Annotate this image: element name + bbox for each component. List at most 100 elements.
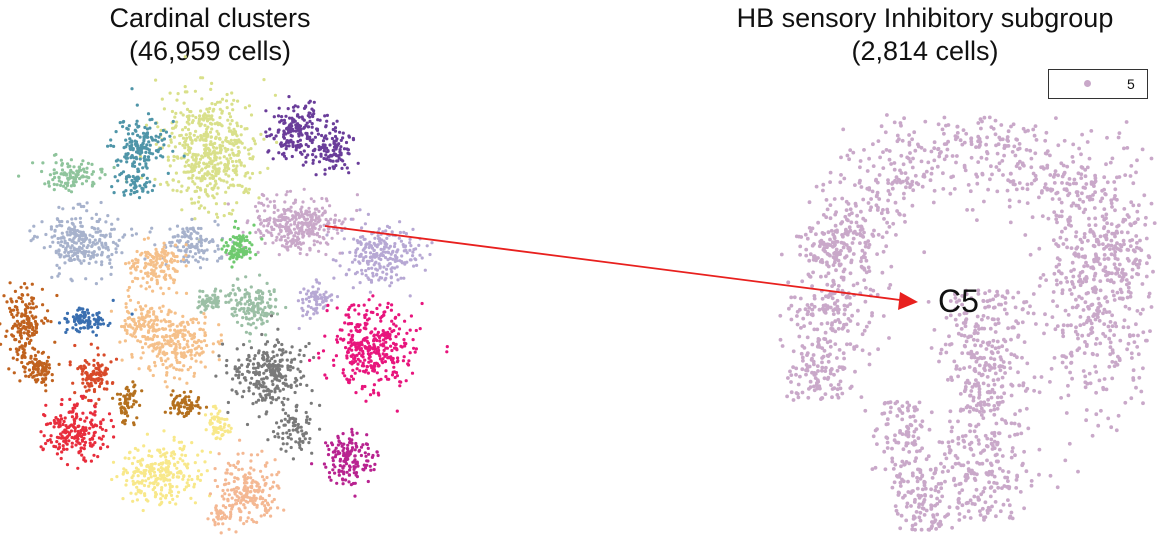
cluster-point <box>297 326 301 331</box>
cluster-point <box>306 213 310 217</box>
cluster-point <box>206 125 210 129</box>
cluster-point <box>238 308 242 312</box>
cluster-point <box>163 483 167 487</box>
cluster-point <box>256 361 260 365</box>
cluster-point <box>265 340 270 344</box>
cluster-point <box>312 243 316 247</box>
cluster-point <box>30 161 35 165</box>
cluster-point <box>146 274 150 278</box>
cluster-point <box>252 488 256 492</box>
cluster-point <box>229 426 233 430</box>
cluster-point <box>331 122 335 126</box>
cluster-point <box>396 332 401 336</box>
cluster-point <box>125 160 129 164</box>
cluster-point <box>138 135 142 139</box>
cluster-point <box>130 140 134 144</box>
cluster-point <box>310 107 314 111</box>
cluster-point <box>129 266 133 270</box>
cluster-point <box>54 152 58 157</box>
cluster-point <box>161 467 165 471</box>
cluster-point <box>222 155 226 159</box>
cluster-point <box>319 152 323 156</box>
cluster-point <box>361 258 365 263</box>
cluster-point <box>105 387 109 391</box>
cluster-point <box>136 133 140 137</box>
cluster-point <box>234 159 238 163</box>
cluster-point <box>211 432 215 436</box>
cluster-point <box>210 305 214 309</box>
cluster-point <box>129 271 133 275</box>
cluster-point <box>223 422 227 426</box>
cluster-point <box>316 132 320 136</box>
cluster-point <box>160 138 164 142</box>
cluster-point <box>257 415 261 419</box>
cluster-point <box>210 511 214 515</box>
cluster-point <box>222 214 226 218</box>
cluster-point <box>182 328 186 332</box>
cluster-point <box>192 133 196 137</box>
cluster-point <box>49 227 54 231</box>
cluster-point <box>69 227 73 231</box>
cluster-point <box>95 253 99 257</box>
cluster-point <box>279 447 283 451</box>
cluster-point <box>297 145 301 149</box>
cluster-point <box>239 161 243 165</box>
cluster-point <box>159 492 163 496</box>
cluster-point <box>221 488 225 493</box>
cluster-point <box>310 215 314 219</box>
cluster-point <box>300 152 304 156</box>
cluster-point <box>119 401 123 406</box>
cluster-point <box>228 503 232 508</box>
cluster-point <box>328 204 332 208</box>
cluster-point <box>294 217 298 221</box>
cluster-point <box>248 496 252 500</box>
cluster-point <box>264 506 268 511</box>
cluster-point <box>272 344 277 348</box>
cluster-point <box>335 159 339 163</box>
cluster-point <box>142 444 146 448</box>
cluster-point <box>138 403 142 407</box>
cluster-point <box>293 423 297 427</box>
cluster-point <box>131 279 135 284</box>
cluster-point <box>262 478 266 482</box>
cluster-point <box>268 297 272 301</box>
cluster-point <box>76 257 80 261</box>
cluster-point <box>154 134 158 138</box>
cluster-point <box>99 377 103 381</box>
cluster-point <box>341 368 345 372</box>
cluster-point <box>284 193 288 197</box>
cluster-point <box>245 309 250 313</box>
cluster-point <box>379 319 383 323</box>
cluster-point <box>278 238 282 242</box>
cluster-point <box>121 120 125 124</box>
cluster-point <box>200 97 204 101</box>
cluster-point <box>324 252 328 257</box>
cluster-point <box>234 241 238 245</box>
cluster-point <box>209 239 213 243</box>
cluster-point <box>228 115 233 119</box>
cluster-point <box>227 174 231 178</box>
cluster-point <box>98 229 102 233</box>
cluster-point <box>225 165 229 169</box>
cluster-point <box>277 435 281 439</box>
cluster-point <box>376 351 381 355</box>
cluster-point <box>366 341 370 345</box>
cluster-point <box>381 352 385 356</box>
cluster-point <box>179 133 183 137</box>
cluster-point <box>60 172 64 176</box>
cluster-point <box>202 118 206 122</box>
cluster-point <box>253 313 257 317</box>
cluster-point <box>143 316 147 320</box>
cluster-point <box>310 451 314 455</box>
cluster-point <box>181 227 185 231</box>
cluster-point <box>194 165 198 169</box>
cluster-point <box>122 470 126 474</box>
cluster-point <box>248 256 252 260</box>
cluster-point <box>72 257 76 262</box>
cluster-point <box>230 159 235 164</box>
cluster-point <box>162 350 166 354</box>
cluster-point <box>100 427 104 431</box>
cluster-point <box>185 342 189 347</box>
cluster-point <box>413 350 417 354</box>
cluster-point <box>175 475 179 479</box>
